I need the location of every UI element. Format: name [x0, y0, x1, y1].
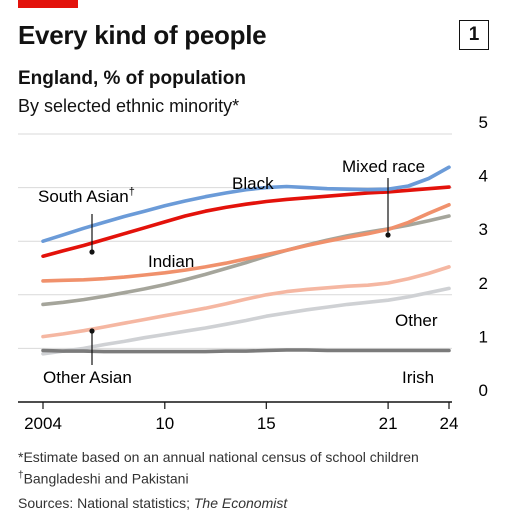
series-label-south-asian: South Asian† [38, 186, 135, 206]
series-label-irish: Irish [402, 368, 434, 387]
series-lines [41, 165, 451, 356]
y-tick-label-4: 4 [479, 167, 488, 186]
brand-accent-bar [18, 0, 78, 8]
series-labels: Black Mixed race South Asian† Indian Oth… [38, 157, 438, 387]
x-tick-label-2024: 24 [440, 414, 459, 433]
y-tick-label-0: 0 [479, 381, 488, 400]
y-tick-label-3: 3 [479, 220, 488, 239]
sources-publication: The Economist [193, 495, 288, 511]
south-asian-dagger: † [129, 186, 135, 198]
footnote-dagger-mark: † [18, 470, 24, 481]
y-tick-labels: 0 1 2 3 4 5 [479, 113, 488, 400]
south-asian-leader-dot [89, 249, 95, 255]
south-asian-label-text: South Asian [38, 187, 129, 206]
series-label-indian: Indian [148, 252, 194, 271]
y-tick-label-1: 1 [479, 327, 488, 346]
line-chart: 0 1 2 3 4 5 2004 10 15 21 24 Black Mixed race Sou… [18, 113, 488, 433]
series-line-black [41, 165, 451, 243]
sources-prefix: Sources: National statistics; [18, 495, 194, 511]
mixed-race-leader-dot [385, 232, 391, 238]
x-tick-label-2015: 15 [257, 414, 276, 433]
x-tick-label-2004: 2004 [24, 414, 62, 433]
series-label-other: Other [395, 311, 438, 330]
footnote-sources: Sources: National statistics; The Econom… [18, 495, 287, 511]
x-axis: 2004 10 15 21 24 [18, 401, 459, 433]
other-asian-leader-dot [89, 328, 95, 334]
footnote-estimate: *Estimate based on an annual national ce… [18, 449, 419, 465]
chart-title: Every kind of people [18, 20, 267, 50]
series-line-other-asian [41, 265, 451, 339]
series-label-mixed-race: Mixed race [342, 157, 425, 176]
chart-subtitle: England, % of population [18, 68, 246, 89]
footnote-dagger: †Bangladeshi and Pakistani [18, 470, 189, 487]
series-line-indian [41, 203, 451, 283]
series-label-other-asian: Other Asian [43, 368, 132, 387]
series-line-south-asian [41, 185, 451, 259]
chart-subtitle-secondary: By selected ethnic minority* [18, 96, 240, 116]
y-tick-label-5: 5 [479, 113, 488, 132]
footnote-dagger-text: Bangladeshi and Pakistani [23, 470, 189, 487]
chart-number-badge: 1 [459, 20, 489, 50]
x-tick-label-2021: 21 [379, 414, 398, 433]
series-label-black: Black [232, 174, 274, 193]
x-tick-label-2010: 10 [155, 414, 174, 433]
series-line-other [41, 286, 451, 356]
y-tick-label-2: 2 [479, 274, 488, 293]
series-line-irish [41, 348, 451, 354]
